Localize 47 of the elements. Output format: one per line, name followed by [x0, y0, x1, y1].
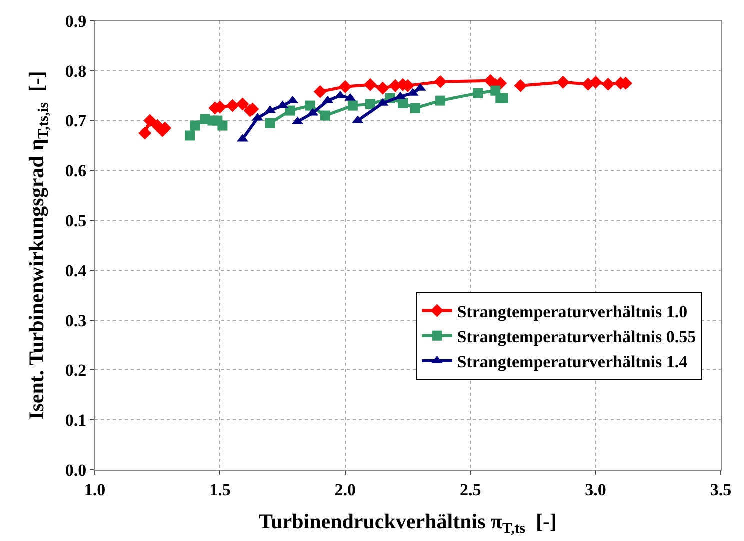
point — [265, 118, 276, 128]
legend-label: Strangtemperaturverhältnis 0.55 — [457, 327, 696, 346]
point — [144, 114, 157, 128]
point — [236, 98, 250, 111]
point — [434, 75, 448, 88]
point — [589, 76, 602, 89]
x-tick-label: 3.0 — [585, 480, 606, 500]
point — [436, 96, 446, 106]
point — [320, 110, 330, 121]
point — [365, 99, 376, 110]
x-tick-label: 2.0 — [334, 480, 356, 500]
x-tick-label: 1.5 — [210, 480, 231, 500]
point — [410, 103, 421, 114]
point — [338, 80, 352, 94]
y-tick-label: 0.8 — [65, 62, 87, 81]
point — [398, 98, 408, 108]
point — [514, 79, 528, 92]
point — [498, 93, 508, 104]
point — [556, 76, 570, 89]
point — [190, 120, 200, 131]
y-tick-label: 0.4 — [65, 261, 88, 280]
point — [285, 106, 296, 116]
x-tick-label: 1.0 — [84, 480, 106, 500]
legend-label: Strangtemperaturverhältnis 1.4 — [457, 352, 688, 372]
point — [218, 120, 228, 131]
x-tick-label: 2.5 — [460, 480, 482, 500]
y-tick-label: 0.0 — [65, 460, 87, 480]
y-tick-label: 0.5 — [65, 212, 87, 231]
x-axis-title: Turbinendruckverhältnis π$_{T,ts}$ [-] — [258, 510, 558, 538]
y-tick-label: 0.3 — [65, 311, 87, 330]
y-tick-label: 0.2 — [65, 361, 87, 380]
point — [376, 82, 390, 95]
legend-label: Strangtemperaturverhältnis 1.0 — [457, 302, 688, 322]
y-tick-label: 0.1 — [65, 411, 87, 430]
point — [138, 126, 152, 140]
point — [305, 100, 316, 111]
point — [473, 88, 484, 98]
point — [348, 100, 358, 111]
point — [226, 99, 240, 112]
y-tick-label: 0.6 — [65, 162, 87, 181]
point — [602, 78, 615, 91]
y-tick-label: 0.9 — [65, 12, 87, 31]
point — [185, 130, 196, 141]
y-tick-label: 0.7 — [65, 112, 88, 131]
point — [314, 85, 327, 98]
point — [364, 78, 377, 92]
x-tick-label: 3.5 — [710, 480, 732, 500]
